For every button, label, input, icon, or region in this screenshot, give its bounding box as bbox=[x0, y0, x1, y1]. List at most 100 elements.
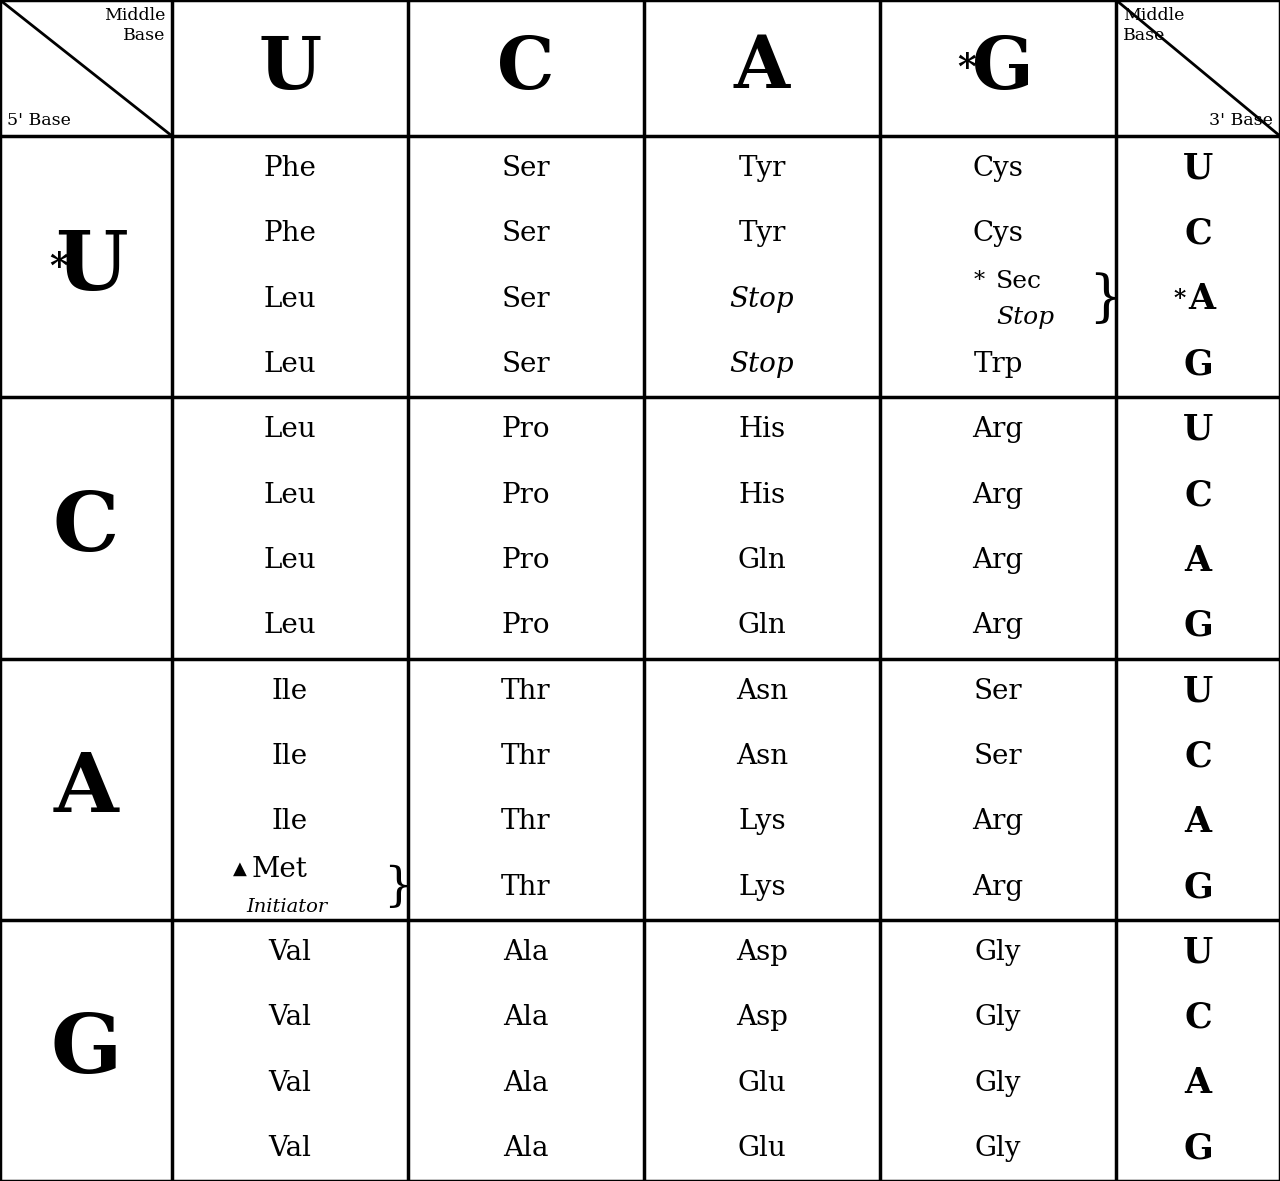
Text: Ala: Ala bbox=[503, 1070, 549, 1096]
Text: Leu: Leu bbox=[264, 482, 316, 509]
Text: }: } bbox=[383, 864, 413, 909]
Text: A: A bbox=[1189, 282, 1216, 317]
Text: Arg: Arg bbox=[973, 874, 1024, 901]
Text: Leu: Leu bbox=[264, 286, 316, 313]
Text: Val: Val bbox=[269, 1135, 311, 1162]
Text: Middle
Base: Middle Base bbox=[104, 7, 165, 44]
Text: *: * bbox=[1174, 287, 1187, 312]
Text: *: * bbox=[49, 249, 68, 283]
Text: Pro: Pro bbox=[502, 417, 550, 443]
Text: Ile: Ile bbox=[271, 743, 308, 770]
Text: Thr: Thr bbox=[502, 808, 550, 835]
Text: U: U bbox=[1183, 935, 1213, 970]
Text: Ser: Ser bbox=[502, 351, 550, 378]
Text: G: G bbox=[1183, 347, 1213, 381]
Text: Cys: Cys bbox=[973, 155, 1024, 182]
Text: Val: Val bbox=[269, 1070, 311, 1096]
Text: Ser: Ser bbox=[502, 286, 550, 313]
Text: Cys: Cys bbox=[973, 221, 1024, 248]
Text: C: C bbox=[1184, 478, 1212, 513]
Text: C: C bbox=[1184, 1000, 1212, 1035]
Text: Leu: Leu bbox=[264, 547, 316, 574]
Text: U: U bbox=[1183, 151, 1213, 185]
Text: Leu: Leu bbox=[264, 612, 316, 639]
Text: 5' Base: 5' Base bbox=[6, 112, 70, 129]
Text: Pro: Pro bbox=[502, 547, 550, 574]
Text: Arg: Arg bbox=[973, 808, 1024, 835]
Text: Leu: Leu bbox=[264, 351, 316, 378]
Text: U: U bbox=[259, 33, 321, 104]
Text: Thr: Thr bbox=[502, 678, 550, 705]
Text: Ser: Ser bbox=[974, 678, 1023, 705]
Text: Phe: Phe bbox=[264, 155, 316, 182]
Text: Tyr: Tyr bbox=[739, 221, 786, 248]
Text: Ile: Ile bbox=[271, 678, 308, 705]
Text: Ala: Ala bbox=[503, 1004, 549, 1031]
Text: Glu: Glu bbox=[737, 1070, 786, 1096]
Text: Lys: Lys bbox=[739, 874, 786, 901]
Text: Gly: Gly bbox=[975, 1004, 1021, 1031]
Text: Glu: Glu bbox=[737, 1135, 786, 1162]
Text: G: G bbox=[972, 33, 1034, 104]
Text: Pro: Pro bbox=[502, 612, 550, 639]
Text: Asp: Asp bbox=[736, 1004, 788, 1031]
Text: Arg: Arg bbox=[973, 547, 1024, 574]
Text: Lys: Lys bbox=[739, 808, 786, 835]
Text: Gln: Gln bbox=[737, 547, 786, 574]
Text: ▲: ▲ bbox=[233, 860, 247, 879]
Text: Ser: Ser bbox=[502, 221, 550, 248]
Text: Stop: Stop bbox=[996, 306, 1055, 328]
Text: 3' Base: 3' Base bbox=[1210, 112, 1274, 129]
Text: C: C bbox=[1184, 739, 1212, 774]
Text: Asn: Asn bbox=[736, 678, 788, 705]
Text: Initiator: Initiator bbox=[246, 898, 328, 916]
Text: U: U bbox=[1183, 413, 1213, 446]
Text: Leu: Leu bbox=[264, 417, 316, 443]
Text: Ala: Ala bbox=[503, 1135, 549, 1162]
Text: Val: Val bbox=[269, 939, 311, 966]
Text: C: C bbox=[52, 488, 119, 568]
Text: Arg: Arg bbox=[973, 417, 1024, 443]
Text: Tyr: Tyr bbox=[739, 155, 786, 182]
Text: A: A bbox=[54, 749, 118, 829]
Text: A: A bbox=[1184, 1066, 1211, 1100]
Text: G: G bbox=[1183, 870, 1213, 905]
Text: Trp: Trp bbox=[973, 351, 1023, 378]
Text: Gly: Gly bbox=[975, 939, 1021, 966]
Text: U: U bbox=[1183, 674, 1213, 709]
Text: Phe: Phe bbox=[264, 221, 316, 248]
Text: Met: Met bbox=[252, 855, 308, 882]
Text: *: * bbox=[974, 270, 986, 292]
Text: Middle
Base: Middle Base bbox=[1123, 7, 1184, 44]
Text: Arg: Arg bbox=[973, 612, 1024, 639]
Text: Val: Val bbox=[269, 1004, 311, 1031]
Text: G: G bbox=[1183, 609, 1213, 642]
Text: Thr: Thr bbox=[502, 743, 550, 770]
Text: Ser: Ser bbox=[502, 155, 550, 182]
Text: Arg: Arg bbox=[973, 482, 1024, 509]
Text: Stop: Stop bbox=[730, 351, 795, 378]
Text: Thr: Thr bbox=[502, 874, 550, 901]
Text: G: G bbox=[50, 1011, 122, 1090]
Text: *: * bbox=[957, 51, 975, 85]
Text: Sec: Sec bbox=[996, 269, 1042, 293]
Text: Gly: Gly bbox=[975, 1070, 1021, 1096]
Text: U: U bbox=[55, 227, 128, 307]
Text: Ala: Ala bbox=[503, 939, 549, 966]
Text: Gly: Gly bbox=[975, 1135, 1021, 1162]
Text: Gln: Gln bbox=[737, 612, 786, 639]
Text: His: His bbox=[739, 417, 786, 443]
Text: Pro: Pro bbox=[502, 482, 550, 509]
Text: Asp: Asp bbox=[736, 939, 788, 966]
Text: Asn: Asn bbox=[736, 743, 788, 770]
Text: A: A bbox=[733, 33, 790, 104]
Text: Ile: Ile bbox=[271, 808, 308, 835]
Text: His: His bbox=[739, 482, 786, 509]
Text: Ser: Ser bbox=[974, 743, 1023, 770]
Text: A: A bbox=[1184, 804, 1211, 839]
Text: C: C bbox=[497, 33, 554, 104]
Text: }: } bbox=[1088, 272, 1124, 327]
Text: A: A bbox=[1184, 543, 1211, 578]
Text: C: C bbox=[1184, 217, 1212, 252]
Text: Stop: Stop bbox=[730, 286, 795, 313]
